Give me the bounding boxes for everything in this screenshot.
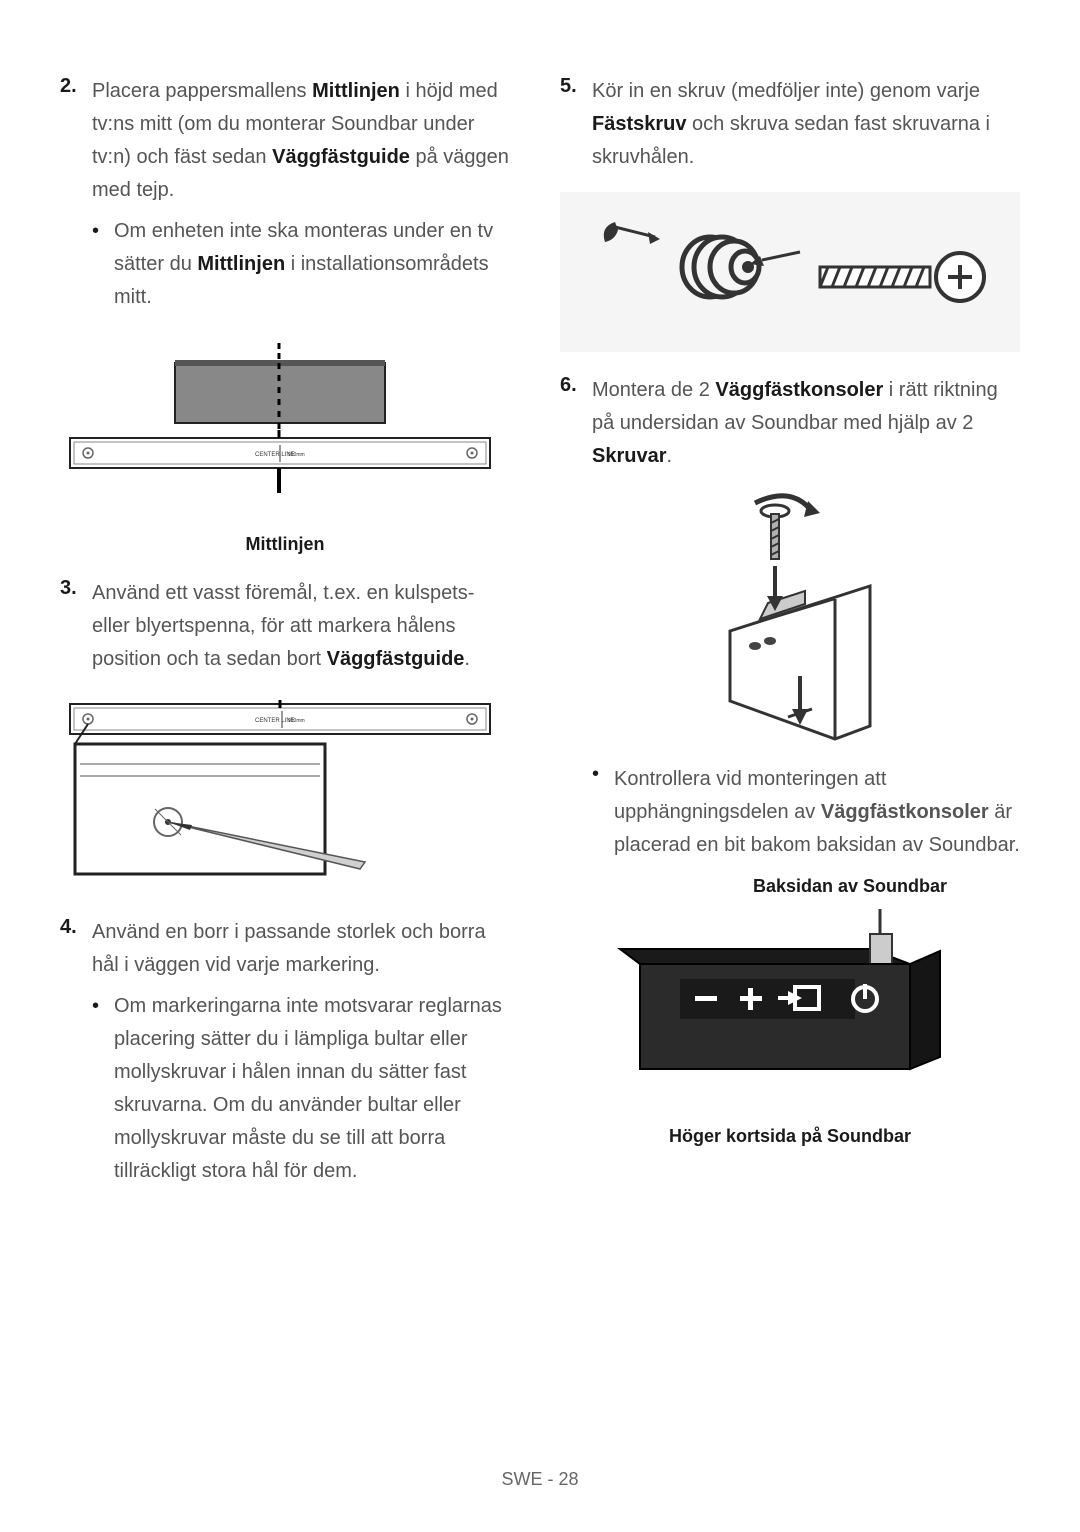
step-number: 2. bbox=[60, 75, 92, 320]
step-6-sub: • Kontrollera vid monteringen att upphän… bbox=[592, 763, 1020, 862]
screw-anchor-diagram-icon bbox=[560, 192, 1020, 352]
figure-screw-anchor bbox=[560, 192, 1020, 352]
bracket-diagram-icon bbox=[660, 491, 920, 741]
figure-caption: Mittlinjen bbox=[60, 534, 510, 555]
step-2: 2. Placera pappersmallens Mittlinjen i h… bbox=[60, 75, 510, 320]
step-body: Använd ett vasst föremål, t.ex. en kulsp… bbox=[92, 577, 510, 676]
step-2-sub: • Om enheten inte ska monteras under en … bbox=[92, 215, 510, 314]
step-body: Kör in en skruv (medföljer inte) genom v… bbox=[592, 75, 1020, 174]
step-3: 3. Använd ett vasst föremål, t.ex. en ku… bbox=[60, 577, 510, 676]
figure-bracket bbox=[560, 491, 1020, 741]
step-body: Montera de 2 Väggfästkonsoler i rätt rik… bbox=[592, 374, 1020, 473]
step-4-sub: • Om markeringarna inte motsvarar reglar… bbox=[92, 990, 510, 1188]
figure-caption: Höger kortsida på Soundbar bbox=[560, 1126, 1020, 1147]
step-number: 6. bbox=[560, 374, 592, 473]
soundbar-back-diagram-icon bbox=[610, 909, 970, 1104]
bullet-icon: • bbox=[92, 990, 114, 1188]
figure-caption: Baksidan av Soundbar bbox=[680, 876, 1020, 897]
step-number: 3. bbox=[60, 577, 92, 676]
step-body: Placera pappersmallens Mittlinjen i höjd… bbox=[92, 75, 510, 320]
step-number: 5. bbox=[560, 75, 592, 174]
centerline-diagram-icon: CENTER LINE 910mm bbox=[60, 338, 500, 528]
svg-text:910mm: 910mm bbox=[288, 718, 305, 724]
page-footer: SWE - 28 bbox=[0, 1469, 1080, 1490]
figure-soundbar-back bbox=[560, 909, 1020, 1104]
step-number: 4. bbox=[60, 916, 92, 1194]
step-4: 4. Använd en borr i passande storlek och… bbox=[60, 916, 510, 1194]
bullet-icon: • bbox=[92, 215, 114, 314]
figure-mark-holes: CENTER LINE 910mm bbox=[60, 694, 510, 894]
mark-holes-diagram-icon: CENTER LINE 910mm bbox=[60, 694, 500, 894]
step-body: Använd en borr i passande storlek och bo… bbox=[92, 916, 510, 1194]
page-columns: 2. Placera pappersmallens Mittlinjen i h… bbox=[60, 75, 1020, 1212]
svg-text:910mm: 910mm bbox=[288, 452, 305, 458]
right-column: 5. Kör in en skruv (medföljer inte) geno… bbox=[560, 75, 1020, 1212]
figure-centerline: CENTER LINE 910mm Mittlinjen bbox=[60, 338, 510, 555]
bullet-icon: • bbox=[592, 763, 614, 862]
step-6: 6. Montera de 2 Väggfästkonsoler i rätt … bbox=[560, 374, 1020, 473]
left-column: 2. Placera pappersmallens Mittlinjen i h… bbox=[60, 75, 510, 1212]
step-5: 5. Kör in en skruv (medföljer inte) geno… bbox=[560, 75, 1020, 174]
